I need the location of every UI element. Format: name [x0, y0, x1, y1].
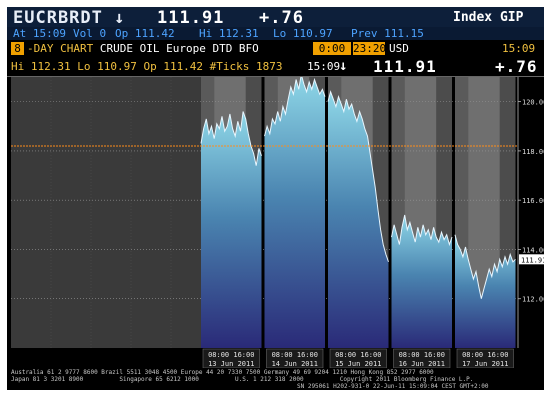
- date-label-5: 17 Jun 2011: [462, 360, 508, 368]
- price-line-day-3: [327, 90, 389, 262]
- ticker-symbol[interactable]: EUCRBRDT ↓: [13, 8, 125, 28]
- time-label-4: 08:00 16:00: [399, 351, 445, 359]
- stats-row: At 15:09 Vol 0 Op 111.42 Hi 112.31 Lo 11…: [7, 27, 544, 40]
- security-description: CRUDE OIL Europe DTD BFO: [99, 42, 259, 55]
- chart-gridlines: [11, 77, 517, 348]
- y-tick-label-120: 120.00: [522, 99, 544, 107]
- stat-high: Hi 112.31: [199, 27, 259, 40]
- last-price-marker: [519, 254, 544, 265]
- time-label-5: 08:00 16:00: [462, 351, 508, 359]
- time-label-2: 08:00 16:00: [272, 351, 318, 359]
- chart-settings-row: 8 -DAY CHART CRUDE OIL Europe DTD BFO 0:…: [7, 40, 544, 57]
- date-label-4: 16 Jun 2011: [399, 360, 445, 368]
- summary-stats: Hi 112.31 Lo 110.97 Op 111.42 #Ticks 187…: [11, 60, 283, 73]
- days-input[interactable]: 8: [11, 42, 24, 55]
- chart-title-line: -DAY CHART CRUDE OIL Europe DTD BFO: [27, 42, 259, 55]
- summary-change: +.76: [495, 57, 538, 76]
- y-tick-label-112: 112.00: [522, 296, 544, 304]
- date-label-3: 15 Jun 2011: [335, 360, 381, 368]
- time-from-input[interactable]: 0:00: [313, 42, 351, 55]
- summary-time: 15:09: [307, 60, 341, 73]
- date-label-box-5: [456, 348, 514, 368]
- y-tick-label-116: 116.00: [522, 197, 544, 205]
- y-tick-label-114: 114.00: [522, 246, 544, 254]
- summary-down-arrow-icon: ↓: [339, 58, 348, 74]
- ticker-header: EUCRBRDT ↓ 111.91 +.76 Index GIP: [7, 7, 544, 28]
- days-chart-label: -DAY CHART: [27, 42, 94, 55]
- price-area-series: [200, 77, 516, 349]
- time-label-1: 08:00 16:00: [208, 351, 254, 359]
- stat-low: Lo 110.97: [273, 27, 333, 40]
- last-price-marker-label: 111.91: [521, 256, 544, 264]
- summary-price: 111.91: [373, 57, 437, 76]
- date-label-box-1: [202, 348, 260, 368]
- area-day-4: [391, 215, 452, 348]
- date-label-2: 14 Jun 2011: [272, 360, 318, 368]
- area-day-2: [264, 77, 325, 348]
- time-to-input[interactable]: 23:20: [353, 42, 387, 55]
- current-time: 15:09: [502, 42, 536, 55]
- intraday-price-chart[interactable]: 112.00 114.00 116.00 118.00 120.00 111.91 08:…: [7, 77, 544, 368]
- currency-label[interactable]: USD: [389, 42, 409, 55]
- y-axis: 112.00 114.00 116.00 118.00 120.00 111.91: [517, 77, 544, 368]
- index-label: Index GIP: [453, 10, 524, 25]
- date-label-box-4: [393, 348, 451, 368]
- time-label-3: 08:00 16:00: [335, 351, 381, 359]
- footer-line-1: Australia 61 2 9777 8600 Brazil 5511 304…: [11, 369, 434, 376]
- bloomberg-terminal-window: EUCRBRDT ↓ 111.91 +.76 Index GIP At 15:0…: [7, 7, 544, 390]
- pre-range-background: [11, 77, 201, 348]
- y-tick-label-118: 118.00: [522, 148, 544, 156]
- footer-line-3: SN 295061 H202-931-0 22-Jun-11 15:09:04 …: [297, 383, 489, 390]
- price-line-day-1: [200, 111, 262, 166]
- terminal-footer: Australia 61 2 9777 8600 Brazil 5511 304…: [7, 368, 544, 390]
- price-change: +.76: [259, 8, 304, 28]
- price-line-day-2: [264, 77, 326, 137]
- stat-at: At 15:09: [13, 27, 66, 40]
- area-day-5: [455, 234, 516, 348]
- down-arrow-icon: ↓: [114, 8, 126, 28]
- price-line-day-4: [391, 214, 453, 247]
- footer-line-2: Japan 81 3 3201 8900 Singapore 65 6212 1…: [11, 376, 474, 383]
- last-price: 111.91: [157, 8, 225, 28]
- summary-row: Hi 112.31 Lo 110.97 Op 111.42 #Ticks 187…: [7, 57, 544, 77]
- stat-vol: Vol 0: [73, 27, 107, 40]
- area-day-1: [201, 111, 262, 348]
- area-day-3: [328, 91, 389, 349]
- ticker-label: EUCRBRDT: [13, 8, 103, 28]
- price-line-day-5: [454, 234, 516, 299]
- stat-open: Op 111.42: [115, 27, 175, 40]
- date-label-1: 13 Jun 2011: [208, 360, 254, 368]
- date-label-box-3: [329, 348, 387, 368]
- date-label-box-2: [266, 348, 324, 368]
- stat-prev: Prev 111.15: [351, 27, 424, 40]
